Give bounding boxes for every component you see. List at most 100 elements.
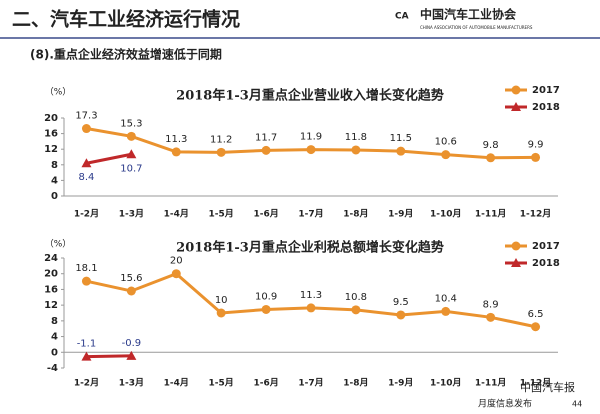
data-point [126,350,137,360]
y-tick-label: 0 [51,191,58,202]
x-tick-label: 1-4月 [164,378,189,389]
x-tick-label: 1-8月 [343,378,368,389]
data-label: 15.3 [120,118,142,129]
y-tick-label: 8 [51,160,58,171]
x-tick-label: 1-3月 [119,378,144,389]
data-point [81,158,92,168]
data-label: -0.9 [122,338,142,349]
data-point [306,145,316,155]
legend-label: 2017 [532,241,560,252]
x-tick-label: 1-2月 [74,378,99,389]
data-point [216,308,226,318]
legend-label: 2018 [532,258,560,269]
data-point [216,147,226,157]
chart-title: 2018年1-3月重点企业营业收入增长变化趋势 [176,88,444,104]
x-tick-label: 1-7月 [298,378,323,389]
legend-marker [511,258,521,267]
series-line [86,354,132,359]
logo-text: 中国汽车工业协会 [420,7,517,22]
y-tick-label: 0 [51,347,58,358]
data-label: 8.9 [483,299,499,310]
series-line [86,152,132,165]
slide-title: 二、汽车工业经济运行情况 [12,8,240,31]
data-point [126,286,136,296]
data-label: 10.4 [435,293,457,304]
x-tick-label: 1-11月 [475,209,507,220]
x-tick-label: 1-12月 [520,378,552,389]
x-tick-label: 1-6月 [253,378,278,389]
data-point [81,276,91,286]
legend-marker [511,85,521,95]
x-tick-label: 1-10月 [430,209,462,220]
x-tick-label: 1-8月 [343,209,368,220]
legend-label: 2017 [532,85,560,96]
data-label: -1.1 [77,339,97,350]
x-tick-label: 1-5月 [209,378,234,389]
x-tick-label: 1-9月 [388,378,413,389]
x-tick-label: 1-2月 [74,209,99,220]
data-point [441,150,451,160]
data-point [351,145,361,155]
data-label: 11.8 [345,132,367,143]
subtitle: (8).重点企业经济效益增速低于同期 [30,47,222,62]
data-point [396,310,406,320]
data-point [261,304,271,314]
legend-label: 2018 [532,102,560,113]
x-tick-label: 1-11月 [475,378,507,389]
data-point [396,146,406,156]
data-label: 20 [170,256,183,267]
logo-en: CHINA ASSOCIATION OF AUTOMOBILE MANUFACT… [420,25,533,30]
data-point [486,153,496,163]
page-number: 44 [572,400,582,409]
data-point [81,351,92,361]
data-label: 11.7 [255,132,277,143]
data-point [351,305,361,315]
legend-marker [511,241,521,251]
data-point [486,312,496,322]
data-label: 9.8 [483,140,499,151]
x-tick-label: 1-12月 [520,209,552,220]
data-label: 10.7 [120,163,142,174]
data-label: 9.5 [393,297,409,308]
data-label: 15.6 [120,273,142,284]
data-label: 18.1 [75,263,97,274]
watermark: 中国汽车报 [520,380,575,394]
data-label: 10.9 [255,291,277,302]
data-point [81,124,91,134]
data-label: 6.5 [528,309,544,320]
y-tick-label: -4 [47,363,58,374]
y-tick-label: 20 [44,269,58,280]
y-tick-label: 24 [44,253,58,264]
footer-text: 月度信息发布 [478,398,532,410]
data-point [306,303,316,313]
data-label: 11.3 [165,134,187,145]
y-tick-label: 4 [51,175,58,186]
x-tick-label: 1-6月 [253,209,278,220]
y-tick-label: 4 [51,332,58,343]
x-tick-label: 1-5月 [209,209,234,220]
data-point [171,147,181,157]
data-point [261,145,271,155]
data-point [441,306,451,316]
data-label: 8.4 [79,172,95,183]
data-label: 11.9 [300,132,322,143]
y-tick-label: 20 [44,113,58,124]
data-label: 10.8 [345,292,367,303]
y-tick-label: 8 [51,316,58,327]
x-tick-label: 1-7月 [298,209,323,220]
y-tick-label: 12 [44,300,58,311]
x-tick-label: 1-3月 [119,209,144,220]
y-tick-label: 16 [44,284,58,295]
data-point [531,322,541,332]
data-label: 11.2 [210,134,232,145]
data-label: 17.3 [75,111,97,122]
y-axis-label: （%） [45,239,72,250]
data-point [171,269,181,279]
x-tick-label: 1-9月 [388,209,413,220]
y-axis-label: （%） [45,87,72,98]
data-label: 10.6 [435,137,457,148]
logo-mark: CA [395,12,409,22]
data-label: 9.9 [528,139,544,150]
